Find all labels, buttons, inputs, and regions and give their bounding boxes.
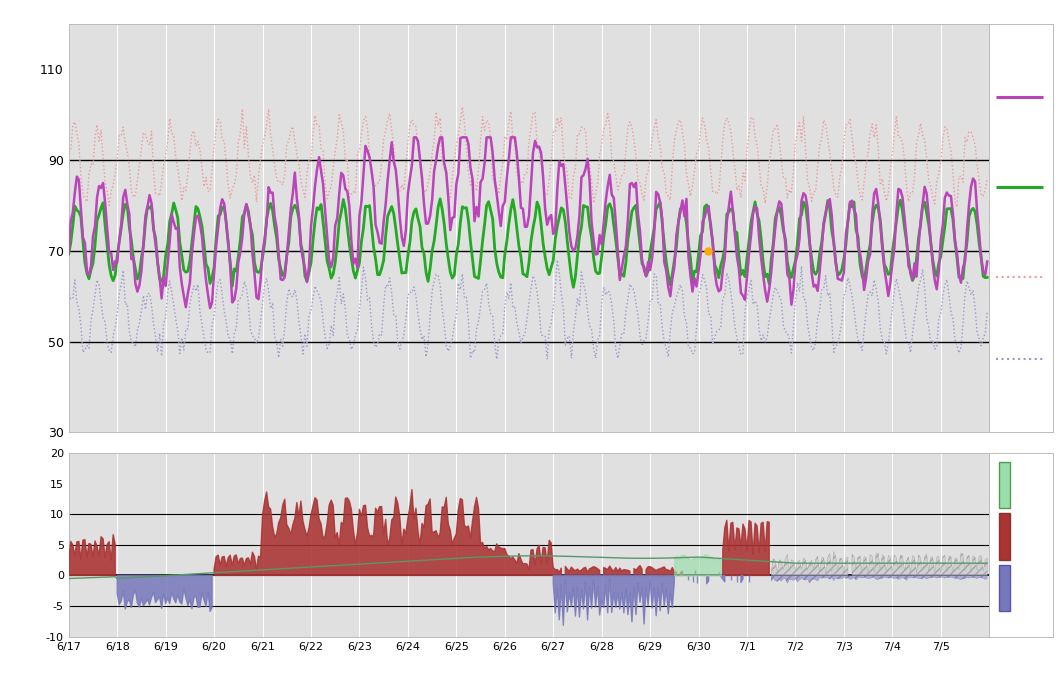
Bar (999, 513, 1010, 560)
Bar (999, 565, 1010, 611)
Bar (999, 462, 1010, 508)
